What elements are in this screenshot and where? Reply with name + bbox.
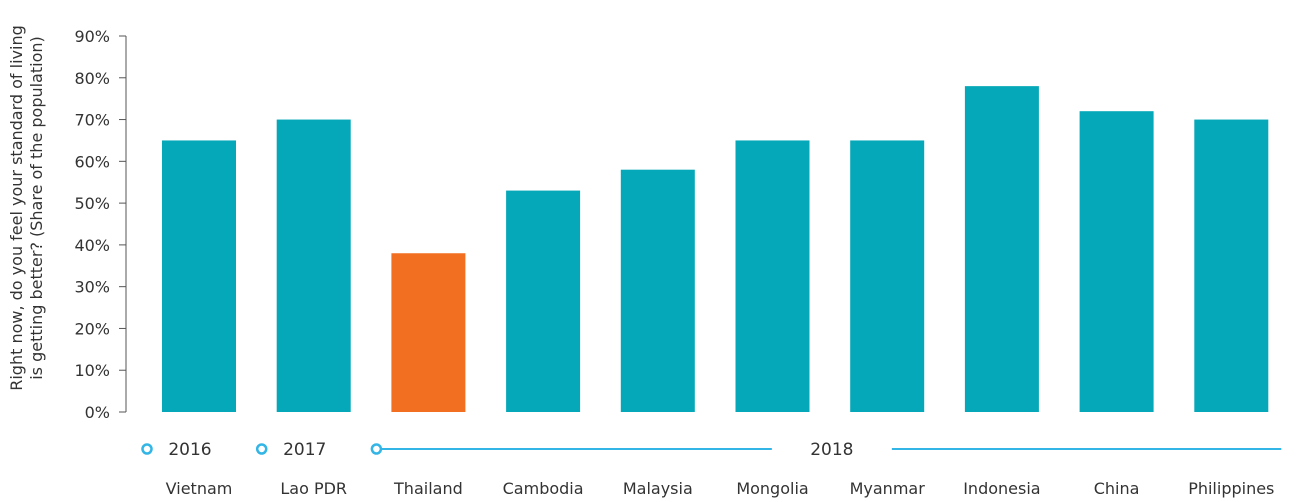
bar-lao-pdr (276, 119, 351, 413)
y-tick-label: 80% (74, 69, 110, 88)
bar-mongolia (735, 140, 810, 412)
x-tick-label: Philippines (1188, 479, 1274, 498)
x-tick-label: Lao PDR (280, 479, 347, 498)
bar-china (1079, 111, 1154, 412)
y-tick-label: 30% (74, 278, 110, 297)
bar-cambodia (506, 190, 581, 412)
bar-philippines (1194, 119, 1269, 413)
y-axis: 0% 10% 20% 30% 40% 50% 60% 70% 80% 90% (74, 27, 127, 422)
x-tick-label: Malaysia (623, 479, 693, 498)
year-label-2018: 2018 (810, 440, 853, 460)
x-axis-labels: Vietnam Lao PDR Thailand Cambodia Malaysia Mo… (166, 479, 1275, 498)
y-tick-label: 60% (74, 152, 110, 171)
x-tick-label: Thailand (393, 479, 463, 498)
x-tick-label: Cambodia (503, 479, 584, 498)
year-marker-2018 (370, 443, 383, 455)
bar-myanmar (850, 140, 925, 412)
bar-malaysia (620, 169, 695, 412)
bar-indonesia (964, 86, 1039, 412)
x-tick-label: Mongolia (736, 479, 808, 498)
bar-thailand (391, 253, 466, 412)
y-tick-label: 50% (74, 194, 110, 213)
y-tick-label: 40% (74, 236, 110, 255)
y-axis-title-line-1: Right now, do you feel your standard of … (7, 25, 26, 391)
y-tick-label: 0% (85, 403, 110, 422)
bars (162, 86, 1269, 413)
y-tick-label: 70% (74, 111, 110, 130)
year-marker-2016 (141, 443, 153, 455)
y-tick-label: 10% (74, 361, 110, 380)
year-legend: 2016 2017 2018 (141, 440, 1282, 460)
x-tick-label: Indonesia (963, 479, 1040, 498)
y-axis-title-line-2: is getting better? (Share of the populat… (27, 36, 46, 380)
y-axis-title: Right now, do you feel your standard of … (7, 25, 46, 391)
x-tick-label: China (1094, 479, 1140, 498)
x-tick-label: Vietnam (166, 479, 233, 498)
y-tick-label: 20% (74, 319, 110, 338)
y-tick-label: 90% (74, 27, 110, 46)
year-label-2016: 2016 (168, 440, 211, 460)
bar-vietnam (162, 140, 236, 412)
year-label-2017: 2017 (283, 440, 326, 460)
x-tick-label: Myanmar (850, 479, 926, 498)
year-marker-2017 (255, 443, 268, 455)
